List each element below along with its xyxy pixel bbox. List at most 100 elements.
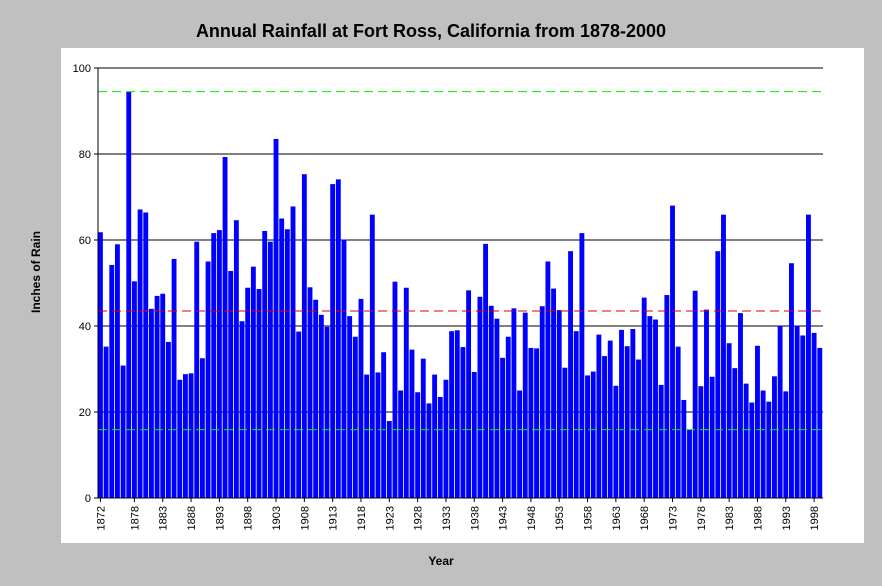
bar <box>398 390 404 498</box>
bar <box>653 319 658 498</box>
bar <box>296 331 302 498</box>
bar <box>789 263 794 498</box>
bar <box>658 384 664 498</box>
reference-lines <box>98 91 823 431</box>
bar <box>205 261 211 498</box>
bar <box>233 220 239 498</box>
bar <box>607 340 613 498</box>
bar <box>109 264 115 498</box>
bar <box>681 399 687 498</box>
bar <box>415 392 421 498</box>
bar <box>732 368 738 498</box>
bar <box>171 258 177 498</box>
x-tick-label: 1872 <box>95 506 107 530</box>
x-tick-label: 1903 <box>271 506 283 530</box>
x-tick-label: 1923 <box>384 506 396 530</box>
bar <box>494 318 500 498</box>
bar <box>772 376 777 498</box>
bar <box>579 233 585 498</box>
bar <box>698 386 704 498</box>
y-tick-label: 40 <box>79 321 91 333</box>
bar <box>806 214 811 498</box>
bar <box>704 309 709 498</box>
bar <box>573 331 579 498</box>
bar <box>194 241 200 498</box>
y-axis-label: Inches of Rain <box>29 231 43 313</box>
x-tick-label: 1888 <box>186 506 198 530</box>
bar <box>392 281 398 498</box>
bar <box>358 298 364 498</box>
bar <box>199 358 205 498</box>
bar <box>488 305 494 498</box>
bar <box>760 390 766 498</box>
bar <box>749 402 755 498</box>
bar <box>409 349 415 498</box>
x-tick-label: 1908 <box>299 506 311 530</box>
bar <box>245 287 251 498</box>
bar <box>568 251 573 498</box>
x-tick-label: 1938 <box>469 506 481 530</box>
bar <box>715 251 721 498</box>
bar <box>386 421 392 498</box>
bar <box>726 343 732 498</box>
x-tick-label: 1958 <box>583 506 595 530</box>
bar <box>369 214 375 498</box>
bar <box>154 295 160 498</box>
bar <box>375 372 381 498</box>
bar <box>437 396 443 498</box>
bar <box>619 329 624 498</box>
bar <box>721 214 726 498</box>
bar <box>313 299 319 498</box>
bar <box>239 321 245 498</box>
bar <box>664 295 670 498</box>
bar <box>148 308 154 498</box>
bar <box>177 379 183 498</box>
bar <box>562 367 568 498</box>
axes <box>94 67 823 502</box>
bar <box>330 184 336 498</box>
bar <box>687 429 692 498</box>
bar <box>420 358 426 498</box>
bar <box>522 312 528 498</box>
x-tick-label: 1878 <box>129 506 141 530</box>
bar <box>471 372 477 498</box>
bar <box>517 390 523 498</box>
bar <box>647 316 653 498</box>
bar <box>114 244 120 498</box>
y-tick-label: 80 <box>79 149 91 161</box>
bar <box>794 325 800 498</box>
bar <box>284 229 290 498</box>
bar <box>630 329 636 498</box>
y-tick-label: 100 <box>73 63 91 75</box>
bar <box>267 241 273 498</box>
bar <box>505 336 511 498</box>
bar <box>364 374 370 498</box>
x-tick-label: 1993 <box>781 506 793 530</box>
bar <box>335 179 341 498</box>
x-tick-label: 1948 <box>526 506 538 530</box>
bar <box>432 374 438 498</box>
bar <box>165 341 171 498</box>
bar <box>528 347 534 498</box>
bar <box>262 230 268 498</box>
bar <box>211 233 217 498</box>
bar <box>602 356 607 498</box>
bar <box>352 336 358 498</box>
bar <box>738 313 743 498</box>
bar <box>222 157 228 498</box>
x-axis-label: Year <box>428 554 454 568</box>
x-tick-label: 1933 <box>441 506 453 530</box>
x-tick-label: 1943 <box>498 506 510 530</box>
bar <box>228 270 234 498</box>
bar <box>403 287 409 498</box>
bar <box>545 261 551 498</box>
bar <box>670 205 675 498</box>
bar <box>290 206 296 498</box>
x-tick-label: 1978 <box>696 506 708 530</box>
x-tick-label: 1968 <box>639 506 651 530</box>
x-tick-label: 1998 <box>809 506 821 530</box>
bar <box>783 391 789 498</box>
bar <box>324 326 330 498</box>
bar <box>131 281 137 498</box>
